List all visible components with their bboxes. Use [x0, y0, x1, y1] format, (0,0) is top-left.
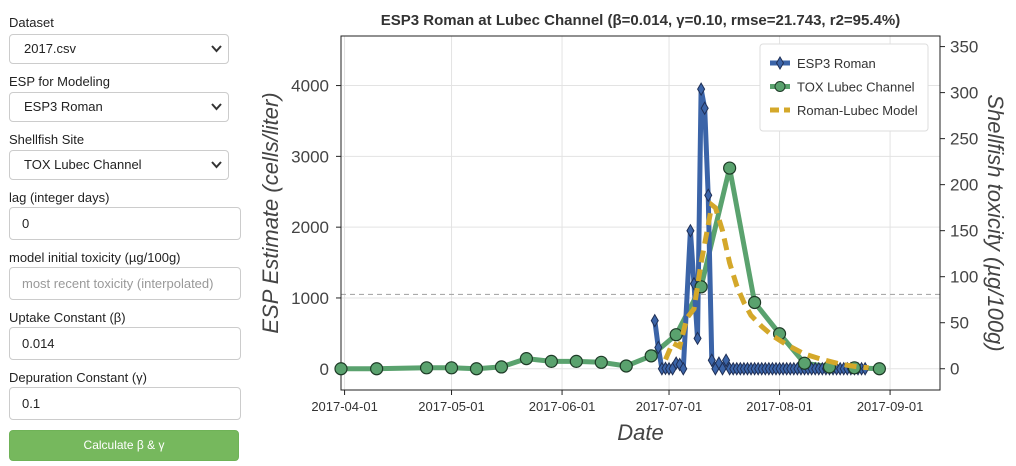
y-right-tick-label: 350: [950, 38, 978, 57]
tox-point: [747, 295, 762, 310]
tox-point: [644, 349, 658, 363]
esp-select-value: ESP3 Roman: [24, 99, 103, 114]
esp-point: [686, 223, 695, 238]
model-series-line: [663, 200, 869, 371]
chart-title: ESP3 Roman at Lubec Channel (β=0.014, γ=…: [381, 12, 900, 29]
tox-series-line: [341, 165, 880, 372]
legend-box: [759, 43, 929, 132]
y-left-axis-label: ESP Estimate (cells/liter): [258, 92, 283, 333]
x-tick-label: 2017-09-01: [857, 399, 924, 414]
tox-point: [419, 361, 434, 375]
x-tick-label: 2017-05-01: [418, 399, 485, 414]
plot-frame: [340, 35, 941, 391]
uptake-input[interactable]: [9, 327, 241, 360]
esp-point: [654, 340, 663, 355]
tox-point: [619, 359, 633, 373]
tox-point: [469, 362, 484, 376]
uptake-label: Uptake Constant (β): [9, 310, 126, 325]
y-left-tick-label: 2000: [291, 218, 329, 237]
esp-point: [718, 361, 727, 376]
tox-point: [723, 161, 737, 175]
tox-point: [444, 361, 459, 375]
tox-point: [370, 362, 384, 376]
y-right-tick-label: 100: [950, 268, 978, 287]
y-right-tick-label: 250: [950, 130, 978, 149]
esp-point: [721, 353, 731, 368]
dataset-select-value: 2017.csv: [24, 41, 77, 56]
y-right-tick-label: 300: [950, 84, 978, 103]
lag-label: lag (integer days): [9, 190, 110, 205]
legend-label: ESP3 Roman: [797, 56, 876, 71]
x-tick-label: 2017-07-01: [636, 399, 703, 414]
legend-label: Roman-Lubec Model: [797, 103, 918, 118]
controls-sidebar: Dataset 2017.csv ESP for Modeling ESP3 R…: [0, 0, 250, 466]
tox-point: [334, 362, 348, 376]
esp-point: [693, 331, 702, 346]
lag-input[interactable]: [9, 207, 241, 240]
esp-point: [704, 188, 713, 203]
tox-point: [544, 354, 558, 368]
site-label: Shellfish Site: [9, 132, 85, 147]
tox-point: [519, 352, 534, 366]
tox-point: [594, 355, 608, 369]
depuration-label: Depuration Constant (γ): [9, 370, 148, 385]
dataset-select[interactable]: 2017.csv: [9, 34, 229, 64]
esp-point: [697, 82, 706, 97]
y-left-tick-label: 0: [320, 360, 329, 379]
y-right-tick-label: 150: [950, 222, 978, 241]
x-tick-label: 2017-04-01: [311, 399, 378, 414]
esp-point: [707, 353, 716, 368]
legend-marker: [775, 56, 785, 70]
esp-point: [650, 313, 659, 328]
y-right-tick-label: 0: [950, 360, 959, 379]
esp-point: [679, 361, 688, 376]
tox-point: [872, 362, 886, 376]
y-left-tick-label: 3000: [291, 147, 329, 166]
esp-point: [700, 101, 709, 116]
y-right-tick-label: 200: [950, 176, 978, 195]
tox-point: [494, 360, 509, 374]
calculate-button[interactable]: Calculate β & γ: [9, 430, 239, 461]
y-left-tick-label: 4000: [291, 77, 329, 96]
esp-label: ESP for Modeling: [9, 74, 110, 89]
tox-point: [669, 328, 683, 342]
x-tick-label: 2017-06-01: [529, 399, 596, 414]
tox-point: [569, 354, 583, 368]
initial-toxicity-input[interactable]: [9, 267, 241, 300]
tox-point: [797, 356, 812, 370]
legend-label: TOX Lubec Channel: [797, 80, 915, 95]
site-select[interactable]: TOX Lubec Channel: [9, 150, 229, 180]
dataset-label: Dataset: [9, 15, 54, 30]
y-right-axis-label: Shellfish toxicity (µg/100g): [983, 94, 1008, 351]
y-left-tick-label: 1000: [291, 289, 329, 308]
y-right-tick-label: 50: [950, 314, 969, 333]
legend-marker: [774, 81, 786, 92]
initial-toxicity-label: model initial toxicity (µg/100g): [9, 250, 181, 265]
chevron-down-icon: [211, 161, 222, 169]
chevron-down-icon: [211, 103, 222, 111]
x-axis-label: Date: [617, 420, 663, 445]
x-tick-label: 2017-08-01: [746, 399, 813, 414]
site-select-value: TOX Lubec Channel: [24, 157, 142, 172]
depuration-input[interactable]: [9, 387, 241, 420]
esp-select[interactable]: ESP3 Roman: [9, 92, 229, 122]
chevron-down-icon: [211, 45, 222, 53]
toxicity-chart: 2017-04-01 2017-05-01 2017-06-01 2017-07-01…: [258, 12, 1008, 445]
